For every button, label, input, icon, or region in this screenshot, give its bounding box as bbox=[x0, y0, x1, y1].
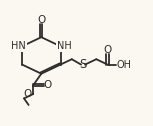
Text: O: O bbox=[37, 15, 45, 25]
Text: NH: NH bbox=[57, 41, 72, 51]
Text: HN: HN bbox=[11, 41, 26, 51]
Text: O: O bbox=[23, 89, 31, 99]
Text: O: O bbox=[44, 80, 52, 90]
Text: S: S bbox=[79, 58, 87, 71]
Text: OH: OH bbox=[116, 60, 131, 70]
Text: O: O bbox=[103, 45, 112, 55]
